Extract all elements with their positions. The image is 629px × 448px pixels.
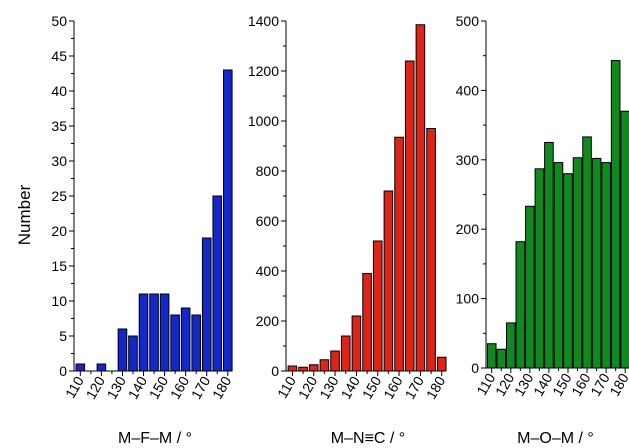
y-tick-label: 0 (59, 363, 67, 379)
bar-m-f-m-160 (180, 307, 191, 372)
x-tick-label: 180 (209, 373, 235, 401)
y-tick-label: 200 (256, 313, 280, 329)
x-tick-label: 120 (82, 373, 108, 401)
bar-m-n-c-150 (372, 240, 383, 372)
bar-m-n-c-120 (308, 364, 319, 372)
bar-m-f-m-155 (170, 314, 180, 372)
y-tick-label: 1000 (248, 113, 279, 129)
x-axis-label: M–O–M / ° (517, 430, 594, 447)
x-tick-label: 150 (359, 373, 385, 401)
bar-m-n-c-110 (287, 365, 298, 372)
y-tick-label: 15 (51, 258, 67, 274)
y-tick-label: 10 (51, 293, 67, 309)
bar-m-f-m-165 (191, 314, 201, 372)
bar-m-o-m-145 (553, 162, 564, 369)
x-tick-label: 160 (380, 373, 406, 401)
bar-m-o-m-135 (534, 168, 545, 369)
x-tick-label: 170 (401, 373, 427, 401)
y-tick-label: 1400 (248, 13, 279, 29)
bar-m-n-c-135 (340, 335, 351, 372)
y-tick-label: 45 (51, 48, 67, 64)
bar-m-f-m-170 (201, 237, 212, 372)
bar-m-o-m-140 (544, 141, 554, 369)
bar-m-f-m-110 (75, 363, 86, 372)
bar-m-o-m-115 (496, 348, 507, 369)
bar-m-n-c-145 (362, 273, 372, 372)
bar-m-n-c-180 (436, 356, 447, 372)
y-tick-label: 20 (51, 223, 67, 239)
y-tick-label: 40 (51, 83, 67, 99)
y-tick-label: 400 (256, 263, 280, 279)
bar-m-f-m-130 (117, 328, 128, 372)
y-tick-label: 800 (256, 163, 280, 179)
histogram-m-f-m: 0510152025303540455011012013014015016017… (51, 13, 234, 447)
bar-m-o-m-155 (572, 157, 583, 369)
x-tick-label: 140 (337, 373, 363, 401)
y-tick-label: 200 (456, 221, 480, 237)
shared-y-axis-label: Number (15, 184, 34, 245)
bar-m-o-m-130 (525, 205, 535, 369)
bar-m-f-m-145 (149, 293, 159, 372)
bar-m-f-m-135 (128, 335, 138, 372)
y-tick-label: 35 (51, 118, 67, 134)
y-tick-label: 1200 (248, 63, 279, 79)
bar-m-n-c-165 (404, 60, 415, 372)
bar-m-o-m-160 (582, 136, 592, 369)
y-tick-label: 400 (456, 82, 480, 98)
bar-m-o-m-165 (591, 157, 602, 369)
x-tick-label: 150 (146, 373, 172, 401)
x-axis-label: M–N≡C / ° (331, 430, 405, 447)
y-tick-label: 0 (471, 360, 479, 376)
bar-m-o-m-150 (563, 173, 573, 369)
histogram-m-o-m: 0100200300400500110120130140150160170180… (456, 13, 629, 447)
bar-m-f-m-120 (96, 363, 107, 372)
bar-m-f-m-140 (138, 293, 149, 372)
x-tick-label: 160 (167, 373, 193, 401)
y-tick-label: 500 (456, 13, 480, 29)
bar-m-n-c-170 (415, 24, 426, 372)
y-tick-label: 25 (51, 188, 67, 204)
bar-m-f-m-180 (222, 69, 233, 372)
bar-m-n-c-175 (426, 128, 436, 372)
y-tick-label: 300 (456, 152, 480, 168)
x-tick-label: 140 (125, 373, 151, 401)
bar-m-o-m-180 (620, 110, 629, 369)
bar-m-o-m-175 (610, 60, 621, 369)
y-tick-label: 100 (456, 291, 480, 307)
x-tick-label: 130 (316, 373, 342, 401)
bar-m-n-c-115 (298, 366, 308, 372)
y-tick-label: 50 (51, 13, 67, 29)
bar-m-n-c-125 (319, 359, 330, 372)
histogram-m-n-c: 0200400600800100012001400110120130140150… (248, 13, 449, 447)
bar-m-f-m-150 (159, 293, 170, 372)
bar-m-o-m-120 (505, 322, 516, 369)
bar-m-n-c-140 (351, 315, 362, 372)
bar-m-n-c-155 (383, 190, 394, 372)
bar-m-n-c-160 (394, 136, 404, 372)
x-tick-label: 130 (104, 373, 130, 401)
x-tick-label: 120 (295, 373, 321, 401)
y-tick-label: 0 (271, 363, 279, 379)
bar-m-o-m-110 (486, 343, 497, 369)
bar-m-f-m-175 (212, 195, 223, 372)
x-tick-label: 180 (423, 373, 449, 401)
x-axis-label: M–F–M / ° (118, 430, 192, 447)
bar-m-n-c-130 (330, 350, 340, 372)
y-tick-label: 5 (59, 328, 67, 344)
bar-m-o-m-170 (601, 162, 611, 369)
x-tick-label: 170 (188, 373, 214, 401)
x-tick-label: 180 (606, 370, 629, 398)
y-tick-label: 600 (256, 213, 280, 229)
bar-m-o-m-125 (515, 241, 526, 369)
y-tick-label: 30 (51, 153, 67, 169)
